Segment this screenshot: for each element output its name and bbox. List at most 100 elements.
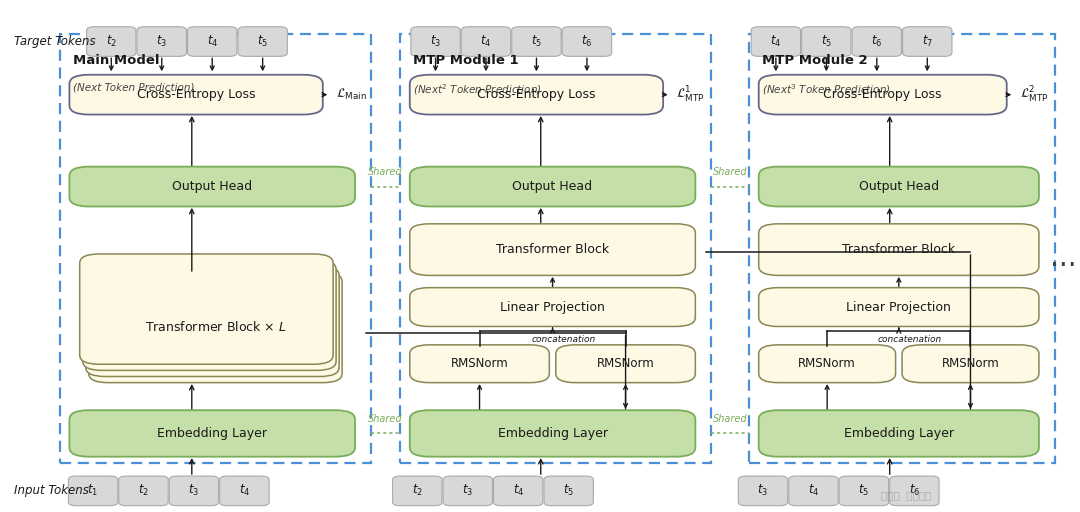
Text: $t_{6}$: $t_{6}$ xyxy=(908,483,920,498)
FancyBboxPatch shape xyxy=(544,476,593,506)
Text: Cross-Entropy Loss: Cross-Entropy Loss xyxy=(477,88,596,101)
Text: Output Head: Output Head xyxy=(513,180,593,193)
Text: Output Head: Output Head xyxy=(859,180,939,193)
Text: Linear Projection: Linear Projection xyxy=(500,301,605,313)
FancyBboxPatch shape xyxy=(443,476,492,506)
Text: Shared: Shared xyxy=(713,167,747,177)
Text: $t_{5}$: $t_{5}$ xyxy=(563,483,575,498)
Text: $t_{3}$: $t_{3}$ xyxy=(430,34,441,49)
FancyBboxPatch shape xyxy=(409,166,696,206)
FancyBboxPatch shape xyxy=(556,345,696,382)
FancyBboxPatch shape xyxy=(89,272,342,382)
Text: $\mathcal{L}_{\mathrm{Main}}$: $\mathcal{L}_{\mathrm{Main}}$ xyxy=(336,87,366,102)
FancyBboxPatch shape xyxy=(69,410,355,457)
FancyBboxPatch shape xyxy=(759,288,1039,327)
FancyBboxPatch shape xyxy=(69,75,323,115)
FancyBboxPatch shape xyxy=(119,476,168,506)
Text: Linear Projection: Linear Projection xyxy=(847,301,951,313)
Text: Embedding Layer: Embedding Layer xyxy=(843,427,954,440)
FancyBboxPatch shape xyxy=(759,410,1039,457)
Text: MTP Module 1: MTP Module 1 xyxy=(413,54,518,67)
Text: $t_{4}$: $t_{4}$ xyxy=(808,483,819,498)
Text: $t_{3}$: $t_{3}$ xyxy=(157,34,167,49)
FancyBboxPatch shape xyxy=(238,27,287,56)
Text: $t_{5}$: $t_{5}$ xyxy=(257,34,268,49)
Text: Cross-Entropy Loss: Cross-Entropy Loss xyxy=(823,88,942,101)
FancyBboxPatch shape xyxy=(759,166,1039,206)
Text: $t_{7}$: $t_{7}$ xyxy=(921,34,933,49)
Text: Transformer Block: Transformer Block xyxy=(496,243,609,256)
FancyBboxPatch shape xyxy=(80,254,333,364)
Text: $t_{4}$: $t_{4}$ xyxy=(206,34,218,49)
Text: $t_{4}$: $t_{4}$ xyxy=(239,483,251,498)
Text: Main Model: Main Model xyxy=(72,54,159,67)
Text: (Next$^2$ Token Prediction): (Next$^2$ Token Prediction) xyxy=(413,82,541,97)
Text: $\mathcal{L}^{1}_{\mathrm{MTP}}$: $\mathcal{L}^{1}_{\mathrm{MTP}}$ xyxy=(676,84,705,104)
Text: $t_{2}$: $t_{2}$ xyxy=(411,483,422,498)
Text: $t_{3}$: $t_{3}$ xyxy=(757,483,769,498)
FancyBboxPatch shape xyxy=(801,27,851,56)
FancyBboxPatch shape xyxy=(852,27,902,56)
Text: RMSNorm: RMSNorm xyxy=(942,357,999,370)
FancyBboxPatch shape xyxy=(512,27,562,56)
FancyBboxPatch shape xyxy=(494,476,543,506)
FancyBboxPatch shape xyxy=(563,27,611,56)
FancyBboxPatch shape xyxy=(902,345,1039,382)
Text: (Next Token Prediction): (Next Token Prediction) xyxy=(72,82,194,92)
FancyBboxPatch shape xyxy=(85,266,339,376)
Text: ···: ··· xyxy=(1051,252,1077,280)
Text: MTP Module 2: MTP Module 2 xyxy=(761,54,867,67)
FancyBboxPatch shape xyxy=(759,345,895,382)
Text: $t_{2}$: $t_{2}$ xyxy=(106,34,117,49)
FancyBboxPatch shape xyxy=(409,345,550,382)
Text: 公众号  大噬元兽: 公众号 大噬元兽 xyxy=(881,490,931,500)
Text: $t_{3}$: $t_{3}$ xyxy=(188,483,200,498)
Text: RMSNorm: RMSNorm xyxy=(450,357,509,370)
FancyBboxPatch shape xyxy=(409,224,696,275)
Text: Transformer Block: Transformer Block xyxy=(842,243,956,256)
FancyBboxPatch shape xyxy=(69,166,355,206)
Text: $t_{2}$: $t_{2}$ xyxy=(138,483,149,498)
FancyBboxPatch shape xyxy=(752,27,800,56)
FancyBboxPatch shape xyxy=(903,27,951,56)
FancyBboxPatch shape xyxy=(170,476,218,506)
FancyBboxPatch shape xyxy=(83,260,336,370)
Text: $t_{4}$: $t_{4}$ xyxy=(770,34,782,49)
Text: Embedding Layer: Embedding Layer xyxy=(498,427,608,440)
Text: concatenation: concatenation xyxy=(531,335,595,344)
FancyBboxPatch shape xyxy=(739,476,787,506)
Text: RMSNorm: RMSNorm xyxy=(596,357,654,370)
FancyBboxPatch shape xyxy=(409,288,696,327)
FancyBboxPatch shape xyxy=(219,476,269,506)
Text: Input Tokens: Input Tokens xyxy=(14,484,89,497)
FancyBboxPatch shape xyxy=(759,75,1007,115)
Text: Output Head: Output Head xyxy=(172,180,253,193)
Text: $t_{5}$: $t_{5}$ xyxy=(821,34,832,49)
Text: (Next$^3$ Token Prediction): (Next$^3$ Token Prediction) xyxy=(761,82,891,97)
Text: concatenation: concatenation xyxy=(877,335,942,344)
Text: Embedding Layer: Embedding Layer xyxy=(158,427,267,440)
FancyBboxPatch shape xyxy=(137,27,187,56)
Text: $t_{5}$: $t_{5}$ xyxy=(859,483,869,498)
FancyBboxPatch shape xyxy=(409,410,696,457)
FancyBboxPatch shape xyxy=(409,75,663,115)
Text: $t_{4}$: $t_{4}$ xyxy=(481,34,491,49)
Text: $t_{3}$: $t_{3}$ xyxy=(462,483,473,498)
Text: Cross-Entropy Loss: Cross-Entropy Loss xyxy=(137,88,255,101)
Text: $t_{5}$: $t_{5}$ xyxy=(531,34,542,49)
Text: Target Tokens: Target Tokens xyxy=(14,35,95,48)
FancyBboxPatch shape xyxy=(393,476,442,506)
Text: $t_{6}$: $t_{6}$ xyxy=(872,34,882,49)
Text: Shared: Shared xyxy=(368,167,403,177)
FancyBboxPatch shape xyxy=(410,27,460,56)
Text: Transformer Block $\times$ $L$: Transformer Block $\times$ $L$ xyxy=(145,321,286,334)
Text: $t_{1}$: $t_{1}$ xyxy=(87,483,98,498)
Text: $\mathcal{L}^{2}_{\mathrm{MTP}}$: $\mathcal{L}^{2}_{\mathrm{MTP}}$ xyxy=(1020,84,1049,104)
Text: $t_{4}$: $t_{4}$ xyxy=(513,483,524,498)
FancyBboxPatch shape xyxy=(461,27,511,56)
FancyBboxPatch shape xyxy=(188,27,237,56)
Text: RMSNorm: RMSNorm xyxy=(798,357,856,370)
Text: $t_{6}$: $t_{6}$ xyxy=(581,34,593,49)
Text: Shared: Shared xyxy=(713,414,747,424)
FancyBboxPatch shape xyxy=(759,224,1039,275)
